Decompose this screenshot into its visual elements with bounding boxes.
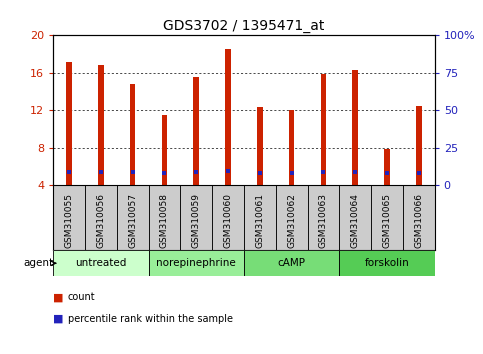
Text: GSM310061: GSM310061 xyxy=(256,193,264,248)
Text: count: count xyxy=(68,292,95,302)
Bar xyxy=(98,65,104,185)
Bar xyxy=(85,185,117,250)
Bar xyxy=(180,185,212,250)
Point xyxy=(65,169,73,175)
Bar xyxy=(161,115,167,185)
Bar xyxy=(416,105,422,185)
Text: ■: ■ xyxy=(53,292,64,302)
Bar xyxy=(117,185,149,250)
Bar xyxy=(53,250,149,276)
Point xyxy=(97,169,105,175)
Bar xyxy=(130,84,136,185)
Text: GSM310057: GSM310057 xyxy=(128,193,137,248)
Point xyxy=(415,170,423,176)
Bar xyxy=(193,78,199,185)
Point xyxy=(192,170,200,175)
Text: GSM310055: GSM310055 xyxy=(65,193,73,248)
Point xyxy=(160,170,168,175)
Point xyxy=(320,169,327,175)
Point xyxy=(224,169,232,174)
Bar xyxy=(384,149,390,185)
Point xyxy=(288,170,296,176)
Bar xyxy=(53,185,85,250)
Bar xyxy=(212,185,244,250)
Text: GSM310063: GSM310063 xyxy=(319,193,328,248)
Bar xyxy=(321,74,327,185)
Bar xyxy=(225,50,231,185)
Title: GDS3702 / 1395471_at: GDS3702 / 1395471_at xyxy=(163,19,325,33)
Bar xyxy=(244,185,276,250)
Point xyxy=(129,169,137,175)
Text: untreated: untreated xyxy=(75,258,127,268)
Text: GSM310060: GSM310060 xyxy=(224,193,232,248)
Bar xyxy=(289,110,295,185)
Text: norepinephrine: norepinephrine xyxy=(156,258,236,268)
Bar xyxy=(244,250,339,276)
Point xyxy=(256,170,264,176)
Bar xyxy=(339,250,435,276)
Bar xyxy=(371,185,403,250)
Text: GSM310056: GSM310056 xyxy=(96,193,105,248)
Text: GSM310065: GSM310065 xyxy=(383,193,392,248)
Bar xyxy=(149,250,244,276)
Bar xyxy=(276,185,308,250)
Text: cAMP: cAMP xyxy=(278,258,306,268)
Text: percentile rank within the sample: percentile rank within the sample xyxy=(68,314,233,324)
Point xyxy=(383,171,391,176)
Bar xyxy=(257,107,263,185)
Bar xyxy=(66,62,72,185)
Point xyxy=(351,169,359,175)
Text: GSM310062: GSM310062 xyxy=(287,193,296,248)
Text: ■: ■ xyxy=(53,314,64,324)
Bar xyxy=(403,185,435,250)
Text: forskolin: forskolin xyxy=(365,258,410,268)
Bar xyxy=(352,70,358,185)
Text: GSM310066: GSM310066 xyxy=(414,193,423,248)
Bar xyxy=(308,185,339,250)
Text: agent: agent xyxy=(23,258,53,268)
Text: GSM310064: GSM310064 xyxy=(351,193,360,248)
Bar xyxy=(339,185,371,250)
Text: GSM310058: GSM310058 xyxy=(160,193,169,248)
Text: GSM310059: GSM310059 xyxy=(192,193,201,248)
Bar xyxy=(149,185,180,250)
